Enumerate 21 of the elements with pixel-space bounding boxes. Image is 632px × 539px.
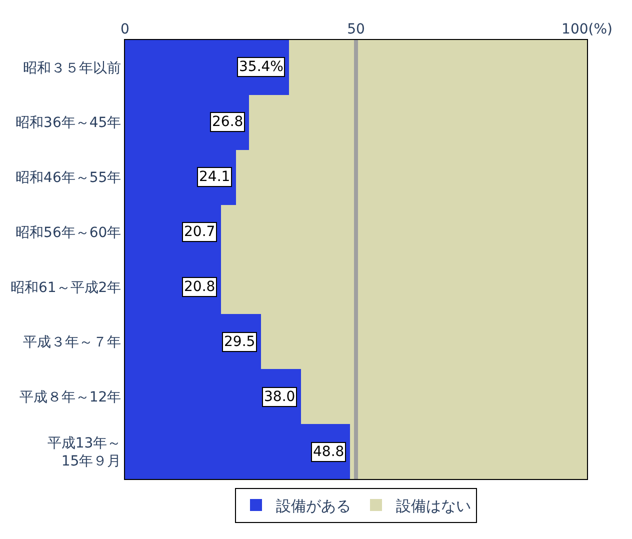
y-tick-label: 平成３年～７年 <box>23 334 122 351</box>
data-label: 29.5 <box>224 334 256 350</box>
data-label: 35.4% <box>239 59 284 75</box>
data-label: 26.8 <box>212 114 244 130</box>
legend-label: 設備がある <box>276 496 351 515</box>
data-label: 24.1 <box>199 169 230 185</box>
y-tick-label: 昭和36年～45年 <box>16 115 122 132</box>
data-label: 48.8 <box>313 444 344 460</box>
y-tick-label: 平成13年～ 15年９月 <box>47 435 122 470</box>
x-tick-label: 0 <box>120 21 130 38</box>
y-tick-label: 昭和３５年以前 <box>23 60 122 76</box>
data-label: 20.8 <box>184 279 216 295</box>
legend-label: 設備はない <box>396 496 471 515</box>
y-tick-label: 平成８年～12年 <box>19 390 122 406</box>
data-label: 38.0 <box>264 389 296 405</box>
x-tick-label: 100(%) <box>562 21 612 38</box>
x-tick-label: 50 <box>347 21 365 38</box>
y-tick-label: 昭和46年～55年 <box>16 170 122 186</box>
y-tick-label: 昭和61～平成2年 <box>10 280 122 296</box>
y-tick-label: 昭和56年～60年 <box>16 224 122 241</box>
data-label: 20.7 <box>184 224 216 240</box>
